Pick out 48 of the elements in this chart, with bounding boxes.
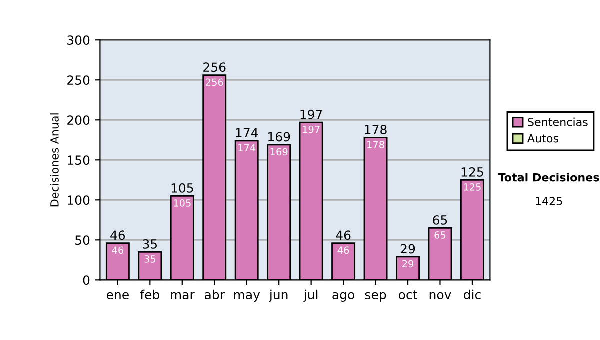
x-tick-label: sep	[365, 292, 386, 302]
total-label: 46	[336, 230, 351, 240]
data-label: 174	[238, 144, 256, 152]
data-label: 46	[338, 246, 350, 254]
x-tick-label: nov	[430, 292, 452, 300]
data-label: 256	[206, 78, 224, 86]
y-axis-title: Decisiones Anual	[50, 114, 59, 207]
y-tick-label: 0	[83, 276, 90, 286]
y-tick-label: 100	[68, 196, 90, 206]
data-label: 178	[368, 141, 384, 148]
total-label: 174	[236, 128, 258, 138]
x-tick-label: jun	[269, 290, 288, 302]
total-label: 197	[300, 110, 322, 120]
x-tick-label: dic	[464, 290, 481, 300]
y-tick-label: 250	[68, 76, 90, 86]
x-tick-label: oct	[398, 290, 418, 300]
total-label: 256	[204, 62, 226, 72]
x-tick-label: ene	[106, 292, 129, 300]
total-label: 178	[365, 125, 387, 135]
data-label: 105	[174, 200, 191, 207]
total-label: 29	[400, 244, 416, 254]
y-tick-label: 50	[76, 236, 90, 246]
x-tick-label: feb	[140, 290, 160, 300]
total-label: 105	[172, 183, 194, 193]
data-label: 65	[434, 232, 446, 239]
data-label: 197	[303, 126, 320, 134]
y-tick-label: 150	[68, 156, 90, 166]
total-label: 35	[143, 239, 158, 249]
text: Total Decisiones	[498, 173, 600, 182]
total-label: 65	[433, 215, 448, 225]
total-label: 46	[110, 230, 126, 240]
y-tick-label: 200	[68, 116, 90, 126]
y-tick-label: 300	[68, 36, 90, 46]
legend-label: Sentencias	[528, 118, 588, 126]
data-label: 125	[464, 184, 481, 191]
text: 1425	[536, 197, 562, 206]
data-label: 169	[270, 148, 288, 156]
data-label: 46	[112, 246, 124, 254]
x-tick-label: jul	[304, 290, 318, 302]
x-tick-label: ago	[332, 292, 354, 302]
x-tick-label: may	[234, 292, 260, 302]
data-label: 29	[402, 260, 414, 268]
total-label: 125	[462, 167, 484, 177]
x-tick-label: mar	[171, 292, 195, 300]
x-tick-label: abr	[205, 290, 225, 300]
total-label: 169	[268, 132, 290, 142]
legend-label: Autos	[528, 134, 558, 143]
data-label: 35	[144, 256, 156, 263]
